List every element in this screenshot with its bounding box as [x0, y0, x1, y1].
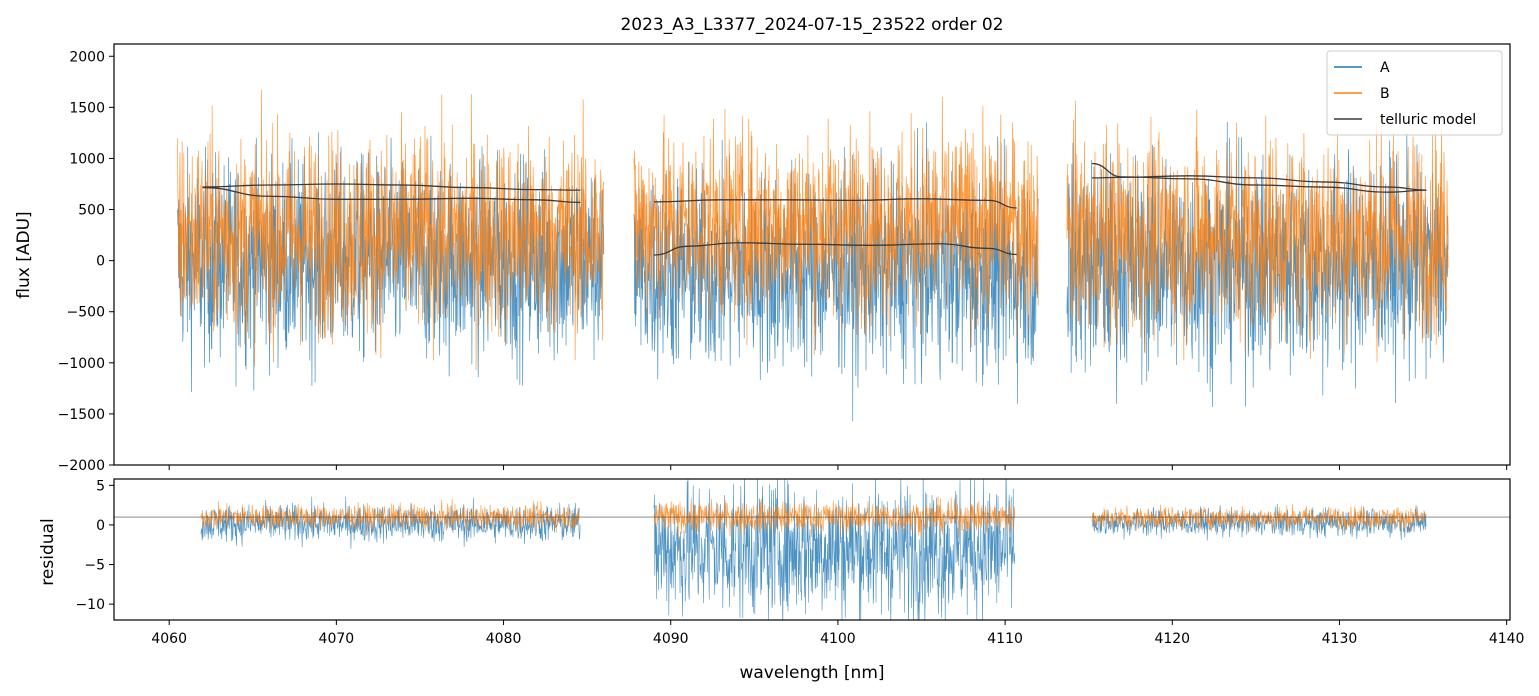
y-tick-label: −1000	[58, 356, 105, 372]
y-tick-label: 0	[96, 254, 105, 270]
residual-x-ticks: 4060 4070 4080 4090 4100 4110 4120 4130 4140	[151, 620, 1524, 647]
x-tick-label: 4130	[1322, 631, 1358, 647]
telluric-model-line-2	[202, 186, 581, 204]
telluric-model-line-1	[202, 183, 581, 191]
legend-box	[1326, 50, 1503, 136]
x-tick-label: 4080	[486, 631, 522, 647]
y-tick-label: 2000	[69, 49, 105, 65]
flux-y-ticks: −2000 −1500 −1000 −500 0 500 1000 1500 2000	[58, 49, 114, 474]
flux-plot-area	[177, 89, 1449, 422]
y-tick-label: 5	[96, 478, 105, 494]
flux-x-ticks	[168, 465, 1508, 470]
residual-plot-area	[114, 479, 1510, 620]
telluric-model-line-3	[654, 198, 1017, 209]
flux-axes-frame	[113, 43, 1511, 466]
x-tick-label: 4060	[151, 631, 187, 647]
x-tick-label: 4070	[319, 631, 355, 647]
y-tick-label: −2000	[58, 458, 105, 474]
x-tick-label: 4110	[987, 631, 1023, 647]
series-b-segment-2-line	[653, 495, 1016, 538]
y-tick-label: 1500	[69, 100, 105, 116]
residual-y-ticks: −10 −5 0 5	[75, 478, 114, 613]
y-tick-label: −500	[67, 305, 105, 321]
x-tick-label: 4140	[1489, 631, 1525, 647]
y-tick-label: 1000	[69, 151, 105, 167]
series-a-segment-2-line	[653, 479, 1016, 620]
series-b-segment-1-line	[177, 89, 605, 371]
legend-label-b: B	[1380, 86, 1390, 102]
flux-axes: −2000 −1500 −1000 −500 0 500 1000 1500 2000 flux…	[14, 43, 1511, 474]
y-tick-label: 0	[96, 518, 105, 534]
residual-y-axis-label: residual	[38, 518, 58, 585]
y-tick-label: −10	[75, 597, 105, 613]
series-b-segment-3-line	[1066, 100, 1449, 363]
residual-axes-frame	[113, 478, 1511, 621]
x-axis-label: wavelength [nm]	[739, 663, 884, 683]
series-a-segment-2-line	[633, 122, 1039, 422]
legend-label-a: A	[1380, 60, 1390, 76]
telluric-model-line-6	[1092, 175, 1427, 191]
y-tick-label: 500	[78, 203, 105, 219]
flux-y-axis-label: flux [ADU]	[14, 211, 34, 298]
chart-title: 2023_A3_L3377_2024-07-15_23522 order 02	[620, 15, 1003, 35]
series-b-segment-1-line	[200, 499, 581, 536]
legend: A B telluric model	[1326, 50, 1503, 136]
legend-label-telluric: telluric model	[1380, 112, 1476, 128]
telluric-model-line-4	[654, 242, 1017, 256]
residual-axes: −10 −5 0 5 4060 4070 4080 4090 4100 4110 4120 4130…	[38, 478, 1524, 683]
series-b-segment-3-line	[1091, 504, 1427, 533]
x-tick-label: 4100	[820, 631, 856, 647]
y-tick-label: −5	[84, 558, 105, 574]
x-tick-label: 4090	[653, 631, 689, 647]
x-tick-label: 4120	[1154, 631, 1190, 647]
y-tick-label: −1500	[58, 407, 105, 423]
